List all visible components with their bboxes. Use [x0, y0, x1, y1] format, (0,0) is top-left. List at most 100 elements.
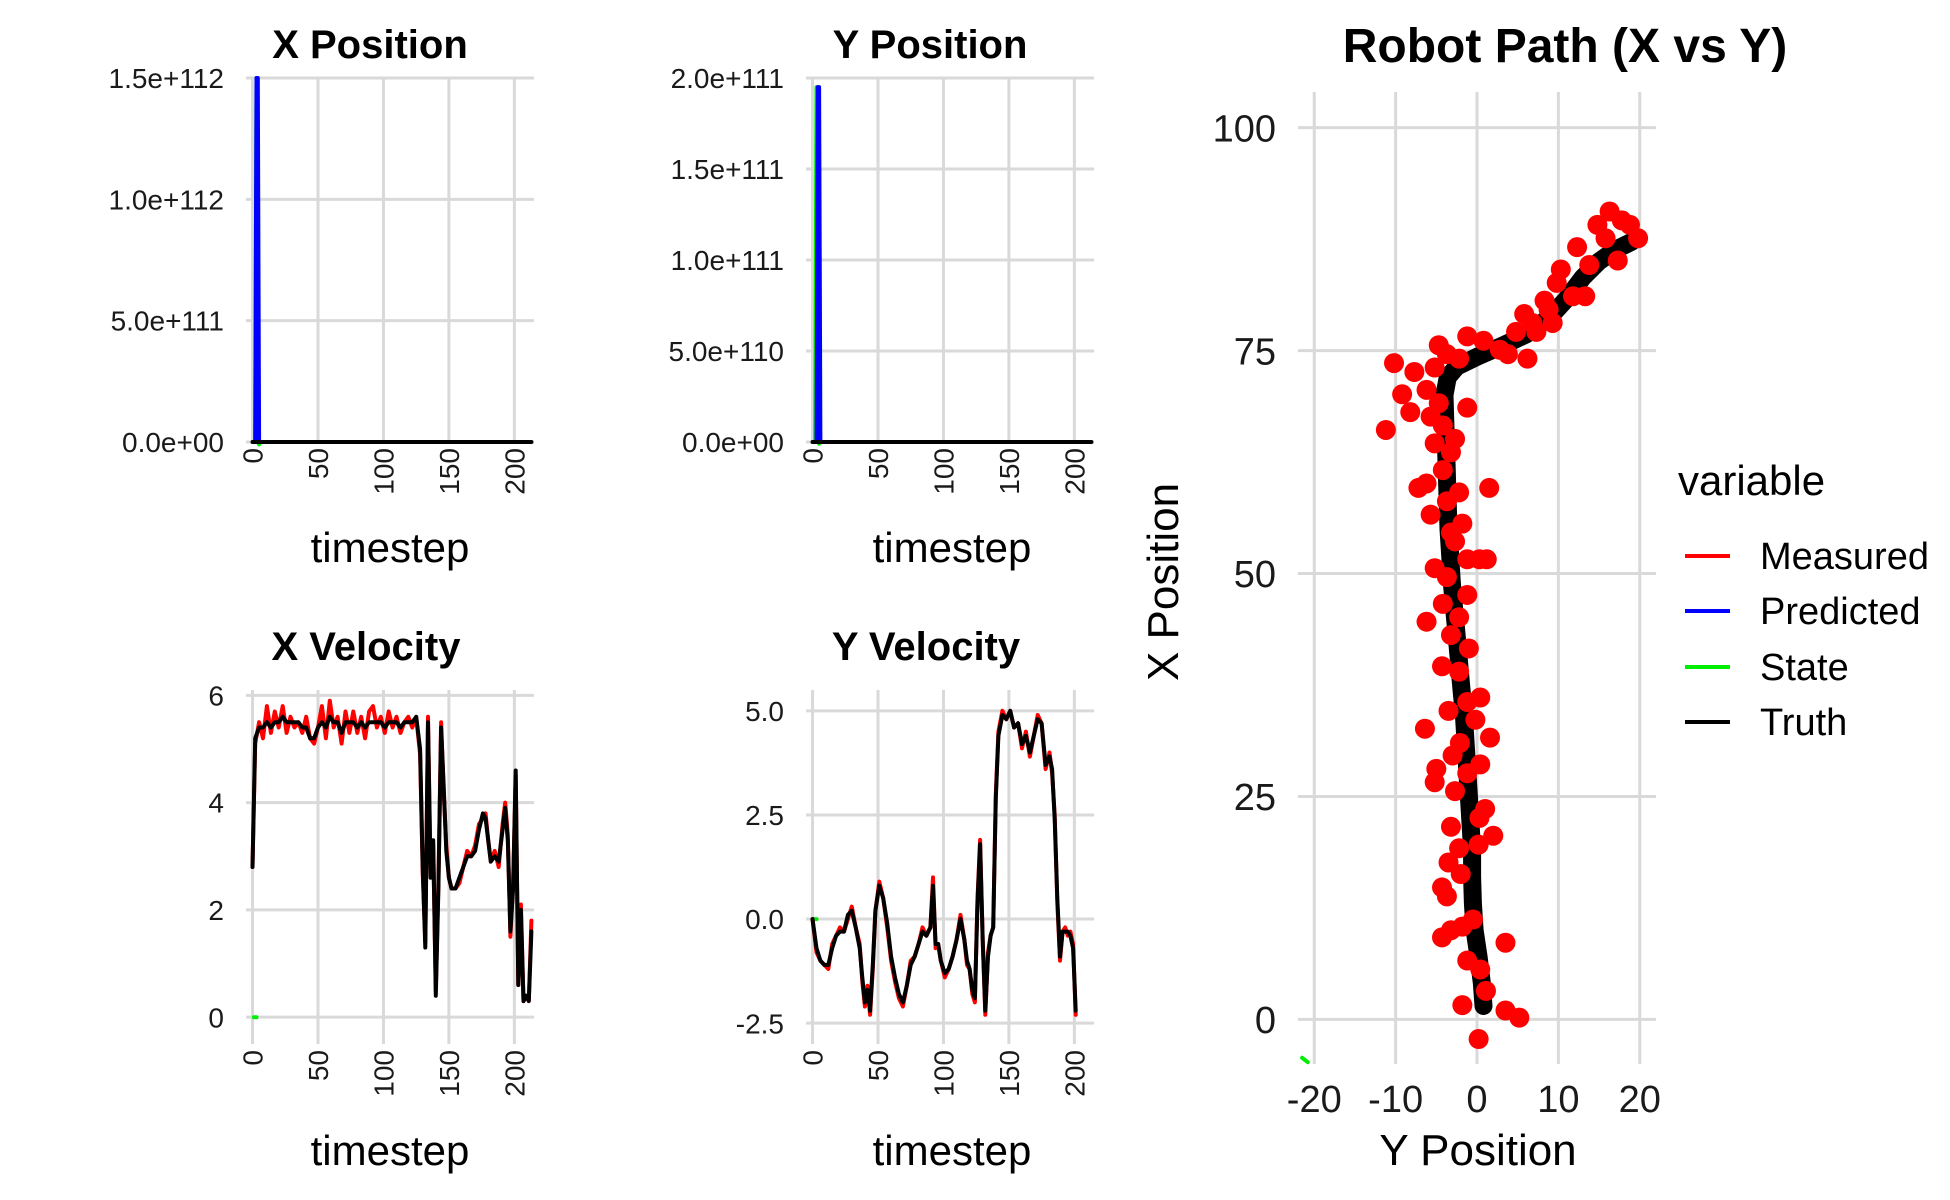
- y-tick-label: 0.0e+00: [122, 427, 224, 458]
- x-tick-label: 0: [238, 448, 269, 464]
- measured-point: [1384, 353, 1405, 374]
- x-tick-label: 50: [303, 1050, 334, 1081]
- x-tick-label: 50: [863, 448, 894, 479]
- measured-point: [1404, 362, 1425, 383]
- x-tick-label: 150: [434, 448, 465, 495]
- measured-point: [1428, 393, 1449, 414]
- chart-title: Y Position: [833, 23, 1028, 67]
- measured-point: [1475, 980, 1496, 1001]
- measured-point: [1452, 513, 1473, 534]
- legend-item-predicted: Predicted: [1685, 591, 1921, 633]
- measured-point: [1438, 700, 1459, 721]
- measured-point: [1449, 482, 1470, 503]
- x-tick-label: 200: [1059, 1050, 1090, 1097]
- measured-point: [1449, 661, 1470, 682]
- y-tick-label: 6: [208, 680, 224, 711]
- measured-point: [1483, 825, 1504, 846]
- measured-point: [1416, 611, 1437, 632]
- x-tick-label: 150: [994, 448, 1025, 495]
- measured-point: [1470, 754, 1491, 775]
- y-tick-label: 75: [1234, 331, 1276, 373]
- series-group: [810, 708, 1078, 1017]
- measured-point: [1420, 504, 1441, 525]
- measured-point: [1457, 397, 1478, 418]
- measured-point: [1438, 852, 1459, 873]
- measured-point: [1416, 473, 1437, 494]
- x-tick-label: -10: [1368, 1079, 1423, 1121]
- x-tick-label: 100: [368, 448, 399, 495]
- x-tick-label: 0: [798, 448, 829, 464]
- measured-point: [1462, 909, 1483, 930]
- measured-point: [1416, 379, 1437, 400]
- y-tick-label: 2.0e+111: [671, 63, 784, 94]
- series-group: [810, 85, 1094, 446]
- x-tick-label: 50: [303, 448, 334, 479]
- measured-point: [1440, 816, 1461, 837]
- measured-point: [1432, 593, 1453, 614]
- legend-label-predicted: Predicted: [1760, 591, 1921, 633]
- measured-point: [1506, 321, 1527, 342]
- measured-point: [1514, 304, 1535, 325]
- measured-point: [1449, 838, 1470, 859]
- y-tick-label: 5.0: [745, 696, 784, 727]
- x-axis-label: timestep: [873, 1127, 1032, 1174]
- chart-title: Y Velocity: [832, 625, 1021, 669]
- legend-title: variable: [1678, 457, 1825, 504]
- x-tick-label: 150: [434, 1050, 465, 1097]
- legend-label-measured: Measured: [1760, 536, 1929, 578]
- measured-point: [1424, 433, 1445, 454]
- measured-point: [1468, 834, 1489, 855]
- x-tick-label: 150: [994, 1050, 1025, 1097]
- x-tick-label: 10: [1537, 1079, 1579, 1121]
- x-tick-label: 200: [499, 448, 530, 495]
- legend-item-measured: Measured: [1685, 536, 1929, 578]
- measured-point: [1468, 1029, 1489, 1050]
- plot-area: -20 -10 0 10 20 0 25 50 75 100: [1213, 92, 1661, 1121]
- x-tick-label: 0: [1466, 1079, 1487, 1121]
- measured-point: [1414, 718, 1435, 739]
- y-tick-label: 5.0e+111: [111, 306, 224, 337]
- y-tick-label: 1.0e+111: [671, 245, 784, 276]
- x-tick-label: 50: [863, 1050, 894, 1081]
- measured-point: [1449, 348, 1470, 369]
- x-axis-label: timestep: [873, 524, 1032, 571]
- measured-point: [1432, 877, 1453, 898]
- measured-point: [1424, 357, 1445, 378]
- measured-point: [1426, 758, 1447, 779]
- measured-point: [1587, 214, 1608, 235]
- truth-line: [250, 714, 534, 1004]
- x-tick-label: 0: [798, 1050, 829, 1066]
- panel-robot-path: Robot Path (X vs Y) -20 -10 0 10 20 0 25 50 75 10…: [1139, 20, 1787, 1175]
- measured-point: [1497, 344, 1518, 365]
- measured-point: [1479, 477, 1500, 498]
- x-axis-label: Y Position: [1379, 1126, 1576, 1175]
- measured-point: [1445, 428, 1466, 449]
- panel-x-velocity: X Velocity 0 50 100 150 200 0 2 4 6 timestep: [208, 625, 534, 1174]
- plot-area: 0 50 100 150 200 0.0e+00 5.0e+110 1.0e+111 1.5e+…: [669, 63, 1094, 495]
- measured-point: [1473, 330, 1494, 351]
- x-tick-label: 100: [928, 448, 959, 495]
- x-tick-label: 20: [1619, 1079, 1661, 1121]
- y-tick-label: 1.5e+111: [671, 154, 784, 185]
- state-line: [1300, 1055, 1310, 1065]
- truth-line: [1435, 232, 1641, 1015]
- measured-point: [1579, 254, 1600, 275]
- series-group: [250, 76, 534, 447]
- truth-line: [810, 708, 1078, 1013]
- measured-point: [1457, 584, 1478, 605]
- legend-label-truth: Truth: [1760, 702, 1847, 744]
- measured-point: [1400, 402, 1421, 423]
- chart-title: X Position: [272, 23, 468, 67]
- legend: variable Measured Predicted State Truth: [1678, 457, 1929, 744]
- measured-point: [1375, 419, 1396, 440]
- x-axis-label: timestep: [311, 524, 470, 571]
- y-tick-label: 0: [1255, 1000, 1276, 1042]
- measured-point: [1392, 384, 1413, 405]
- measured-point: [1457, 950, 1478, 971]
- legend-label-state: State: [1760, 647, 1849, 689]
- x-tick-label: -20: [1287, 1079, 1342, 1121]
- legend-item-truth: Truth: [1685, 702, 1847, 744]
- y-tick-label: 0.0e+00: [682, 427, 784, 458]
- y-tick-label: 2.5: [745, 800, 784, 831]
- plot-area: 0 50 100 150 200 0 2 4 6: [208, 680, 534, 1097]
